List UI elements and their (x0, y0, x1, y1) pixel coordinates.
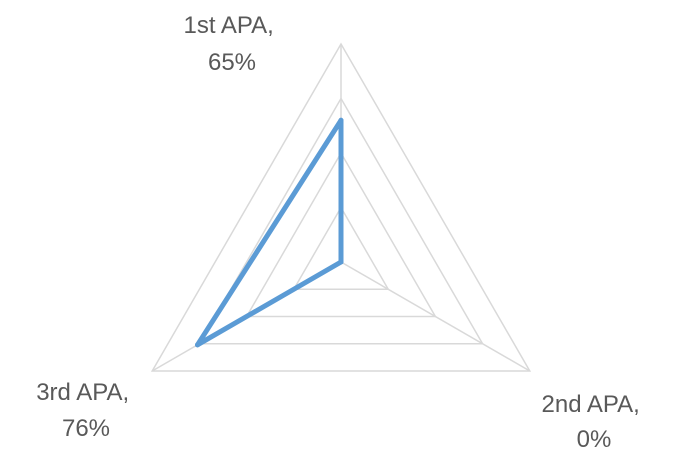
data-point-1st-apa (338, 117, 344, 123)
radar-series (195, 117, 344, 348)
grid-ring-1 (292, 206, 390, 290)
data-point-3rd-apa (195, 342, 201, 348)
category-labels: 1st APA, 65% 2nd APA, 0% 3rd APA, 76% (36, 12, 647, 452)
category-label-2nd-apa: 2nd APA, 0% (542, 391, 647, 452)
axis-spoke-2 (340, 261, 531, 372)
data-point-2nd-apa (338, 259, 344, 265)
grid-ring-4 (150, 42, 532, 372)
series-line (195, 117, 344, 348)
grid-ring-2 (245, 151, 437, 318)
category-label-3rd-apa: 3rd APA, 76% (36, 379, 136, 442)
grid-ring-3 (198, 97, 484, 345)
category-label-1st-apa: 1st APA, 65% (184, 12, 281, 76)
